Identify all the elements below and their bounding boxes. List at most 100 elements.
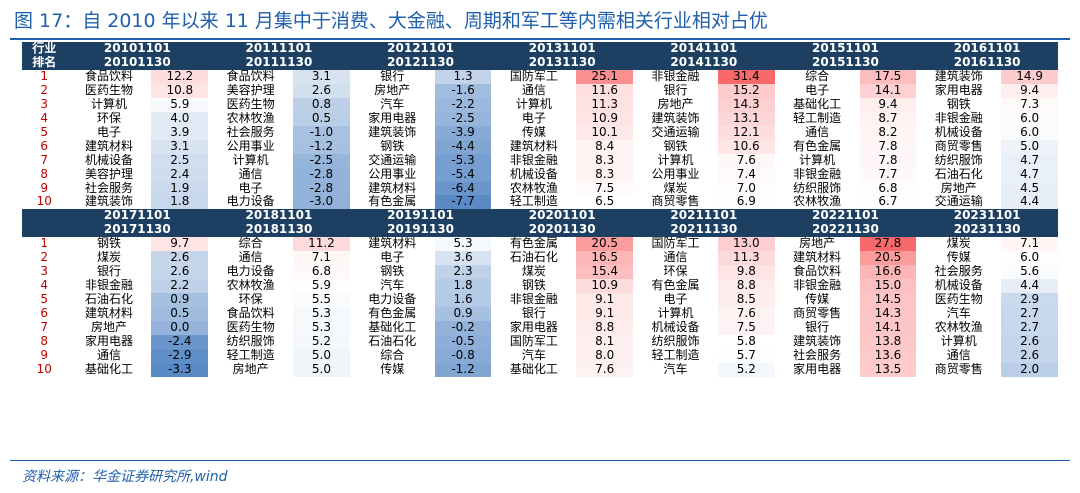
return-value: 8.1 [576,335,633,349]
industry-name: 汽车 [380,97,405,111]
industry-name: 公用事业 [226,139,275,153]
industry-name: 纺织服饰 [934,153,983,167]
return-value: -6.4 [434,181,492,196]
period-end-date: 20141130 [633,55,775,70]
return-value: 27.8 [859,237,917,252]
industry-name: 通信 [805,125,830,139]
industry-name: 计算机 [657,153,694,167]
industry-name: 机械设备 [651,321,700,335]
return-value: 10.9 [576,111,633,126]
return-value: 1.9 [151,181,209,196]
industry-name: 家用电器 [793,362,842,376]
industry-name: 石油石化 [934,167,983,181]
industry-name: 计算机 [515,97,552,111]
table-row: 7 机械设备 2.5 计算机 -2.5 交通运输 -5.3 非银金融 8.3 计算机 7.6 计算机 7… [22,153,1058,168]
industry-name: 公用事业 [651,167,700,181]
industry-name: 银行 [96,265,121,279]
industry-name: 轻工制造 [651,348,700,362]
industry-name: 有色金属 [368,307,417,321]
industry-ranking-table: 行业 20101101 20111101 20121101 20131101 201411… [22,42,1058,377]
industry-name: 轻工制造 [226,348,275,362]
return-value: -2.5 [434,111,492,126]
return-value: -3.3 [151,362,209,377]
industry-name: 农林牧渔 [934,321,983,335]
return-value: -2.2 [434,97,492,112]
return-value: 3.9 [151,125,209,140]
industry-name: 有色金属 [509,237,558,251]
table-row: 8 家用电器 -2.4 纺织服饰 5.2 石油石化 -0.5 国防军工 8.1 纺织服饰 5.8 建筑… [22,335,1058,349]
industry-name: 电力设备 [368,293,417,307]
industry-name: 医药生物 [226,97,275,111]
period-end-date: 20161130 [916,55,1058,70]
industry-name: 有色金属 [793,139,842,153]
period-end-date: 20111130 [208,55,350,70]
period-start-date: 20101101 [66,42,209,56]
return-value: 13.1 [717,111,775,126]
period-start-date: 20231101 [916,209,1058,224]
industry-name: 基础化工 [793,97,842,111]
period-start-date: 20151101 [774,42,917,56]
table-row: 7 房地产 0.0 医药生物 5.3 基础化工 -0.2 家用电器 8.8 机械设备 7.5 银行 14… [22,321,1058,336]
industry-name: 综合 [805,69,830,83]
table-row: 3 银行 2.6 电力设备 6.8 钢铁 2.3 煤炭 15.4 环保 9.8 食品饮料 16.6 社会服… [22,265,1058,280]
period-start-date: 20131101 [491,42,633,56]
return-value: -0.5 [434,335,492,349]
source-note: 资料来源：华金证券研究所,wind [22,469,228,485]
figure-title: 图 17：自 2010 年以来 11 月集中于消费、大金融、周期和军工等内需相关… [14,10,768,32]
return-value: 7.7 [859,167,917,182]
table-row: 1 钢铁 9.7 综合 11.2 建筑材料 5.3 有色金属 20.5 国防军工 13.0 房地产 27… [22,237,1058,252]
return-value: -3.0 [293,195,350,210]
industry-name: 银行 [805,321,830,335]
industry-name: 通信 [663,251,688,265]
period-start-date: 20121101 [349,42,492,56]
industry-name: 房地产 [799,237,836,251]
return-value: 9.4 [859,97,917,112]
table-row: 5 电子 3.9 社会服务 -1.0 建筑装饰 -3.9 传媒 10.1 交通运输 12.1 通信 8.… [22,125,1058,140]
industry-name: 钢铁 [380,265,405,279]
return-value: -1.6 [434,83,492,98]
table-row: 6 建筑材料 0.5 食品饮料 5.3 有色金属 0.9 银行 9.1 计算机 7.6 商贸零售 14.… [22,307,1058,322]
industry-name: 传媒 [805,293,830,307]
industry-name: 房地产 [657,97,694,111]
industry-name: 房地产 [90,321,127,335]
industry-name: 建筑装饰 [934,69,983,83]
return-value: 4.0 [151,111,209,126]
return-value: 17.5 [859,69,917,84]
industry-name: 电子 [663,293,688,307]
return-value: 6.8 [859,181,917,196]
return-value: 7.1 [1001,237,1058,252]
industry-name: 家用电器 [934,83,983,97]
industry-name: 建筑装饰 [651,111,700,125]
return-value: -0.2 [434,321,492,336]
header-row: 20171130 20181130 20191130 20201130 20211130… [22,223,1058,238]
return-value: 4.7 [1001,153,1058,168]
industry-name: 通信 [238,167,263,181]
return-value: 11.6 [576,83,633,98]
rank-number: 1 [40,237,49,251]
return-value: 3.1 [293,69,350,84]
industry-name: 房地产 [374,83,411,97]
industry-name: 传媒 [521,125,546,139]
industry-name: 石油石化 [368,335,417,349]
period-end-date: 20151130 [774,55,917,70]
industry-name: 计算机 [799,153,836,167]
return-value: 5.2 [717,362,775,377]
return-value: 14.5 [859,293,917,308]
return-value: 8.5 [717,293,775,308]
return-value: 7.0 [717,181,775,196]
return-value: 20.5 [576,237,633,252]
return-value: 13.8 [859,335,917,349]
return-value: 25.1 [576,69,633,84]
return-value: 2.7 [1001,321,1058,336]
table-row: 10 基础化工 -3.3 房地产 5.0 传媒 -1.2 基础化工 7.6 汽车 5.2 家用电器 13… [22,362,1058,377]
table-row: 5 石油石化 0.9 环保 5.5 电力设备 1.6 非银金融 9.1 电子 8.5 传媒 14.5 医药… [22,293,1058,308]
industry-name: 非银金融 [84,279,133,293]
return-value: 9.7 [151,237,209,252]
industry-name: 社会服务 [793,348,842,362]
period-end-date: 20181130 [208,223,350,238]
return-value: 7.1 [293,251,350,266]
industry-name: 通信 [946,348,971,362]
industry-name: 农林牧渔 [793,195,842,209]
return-value: -2.5 [293,153,350,168]
industry-name: 家用电器 [368,111,417,125]
